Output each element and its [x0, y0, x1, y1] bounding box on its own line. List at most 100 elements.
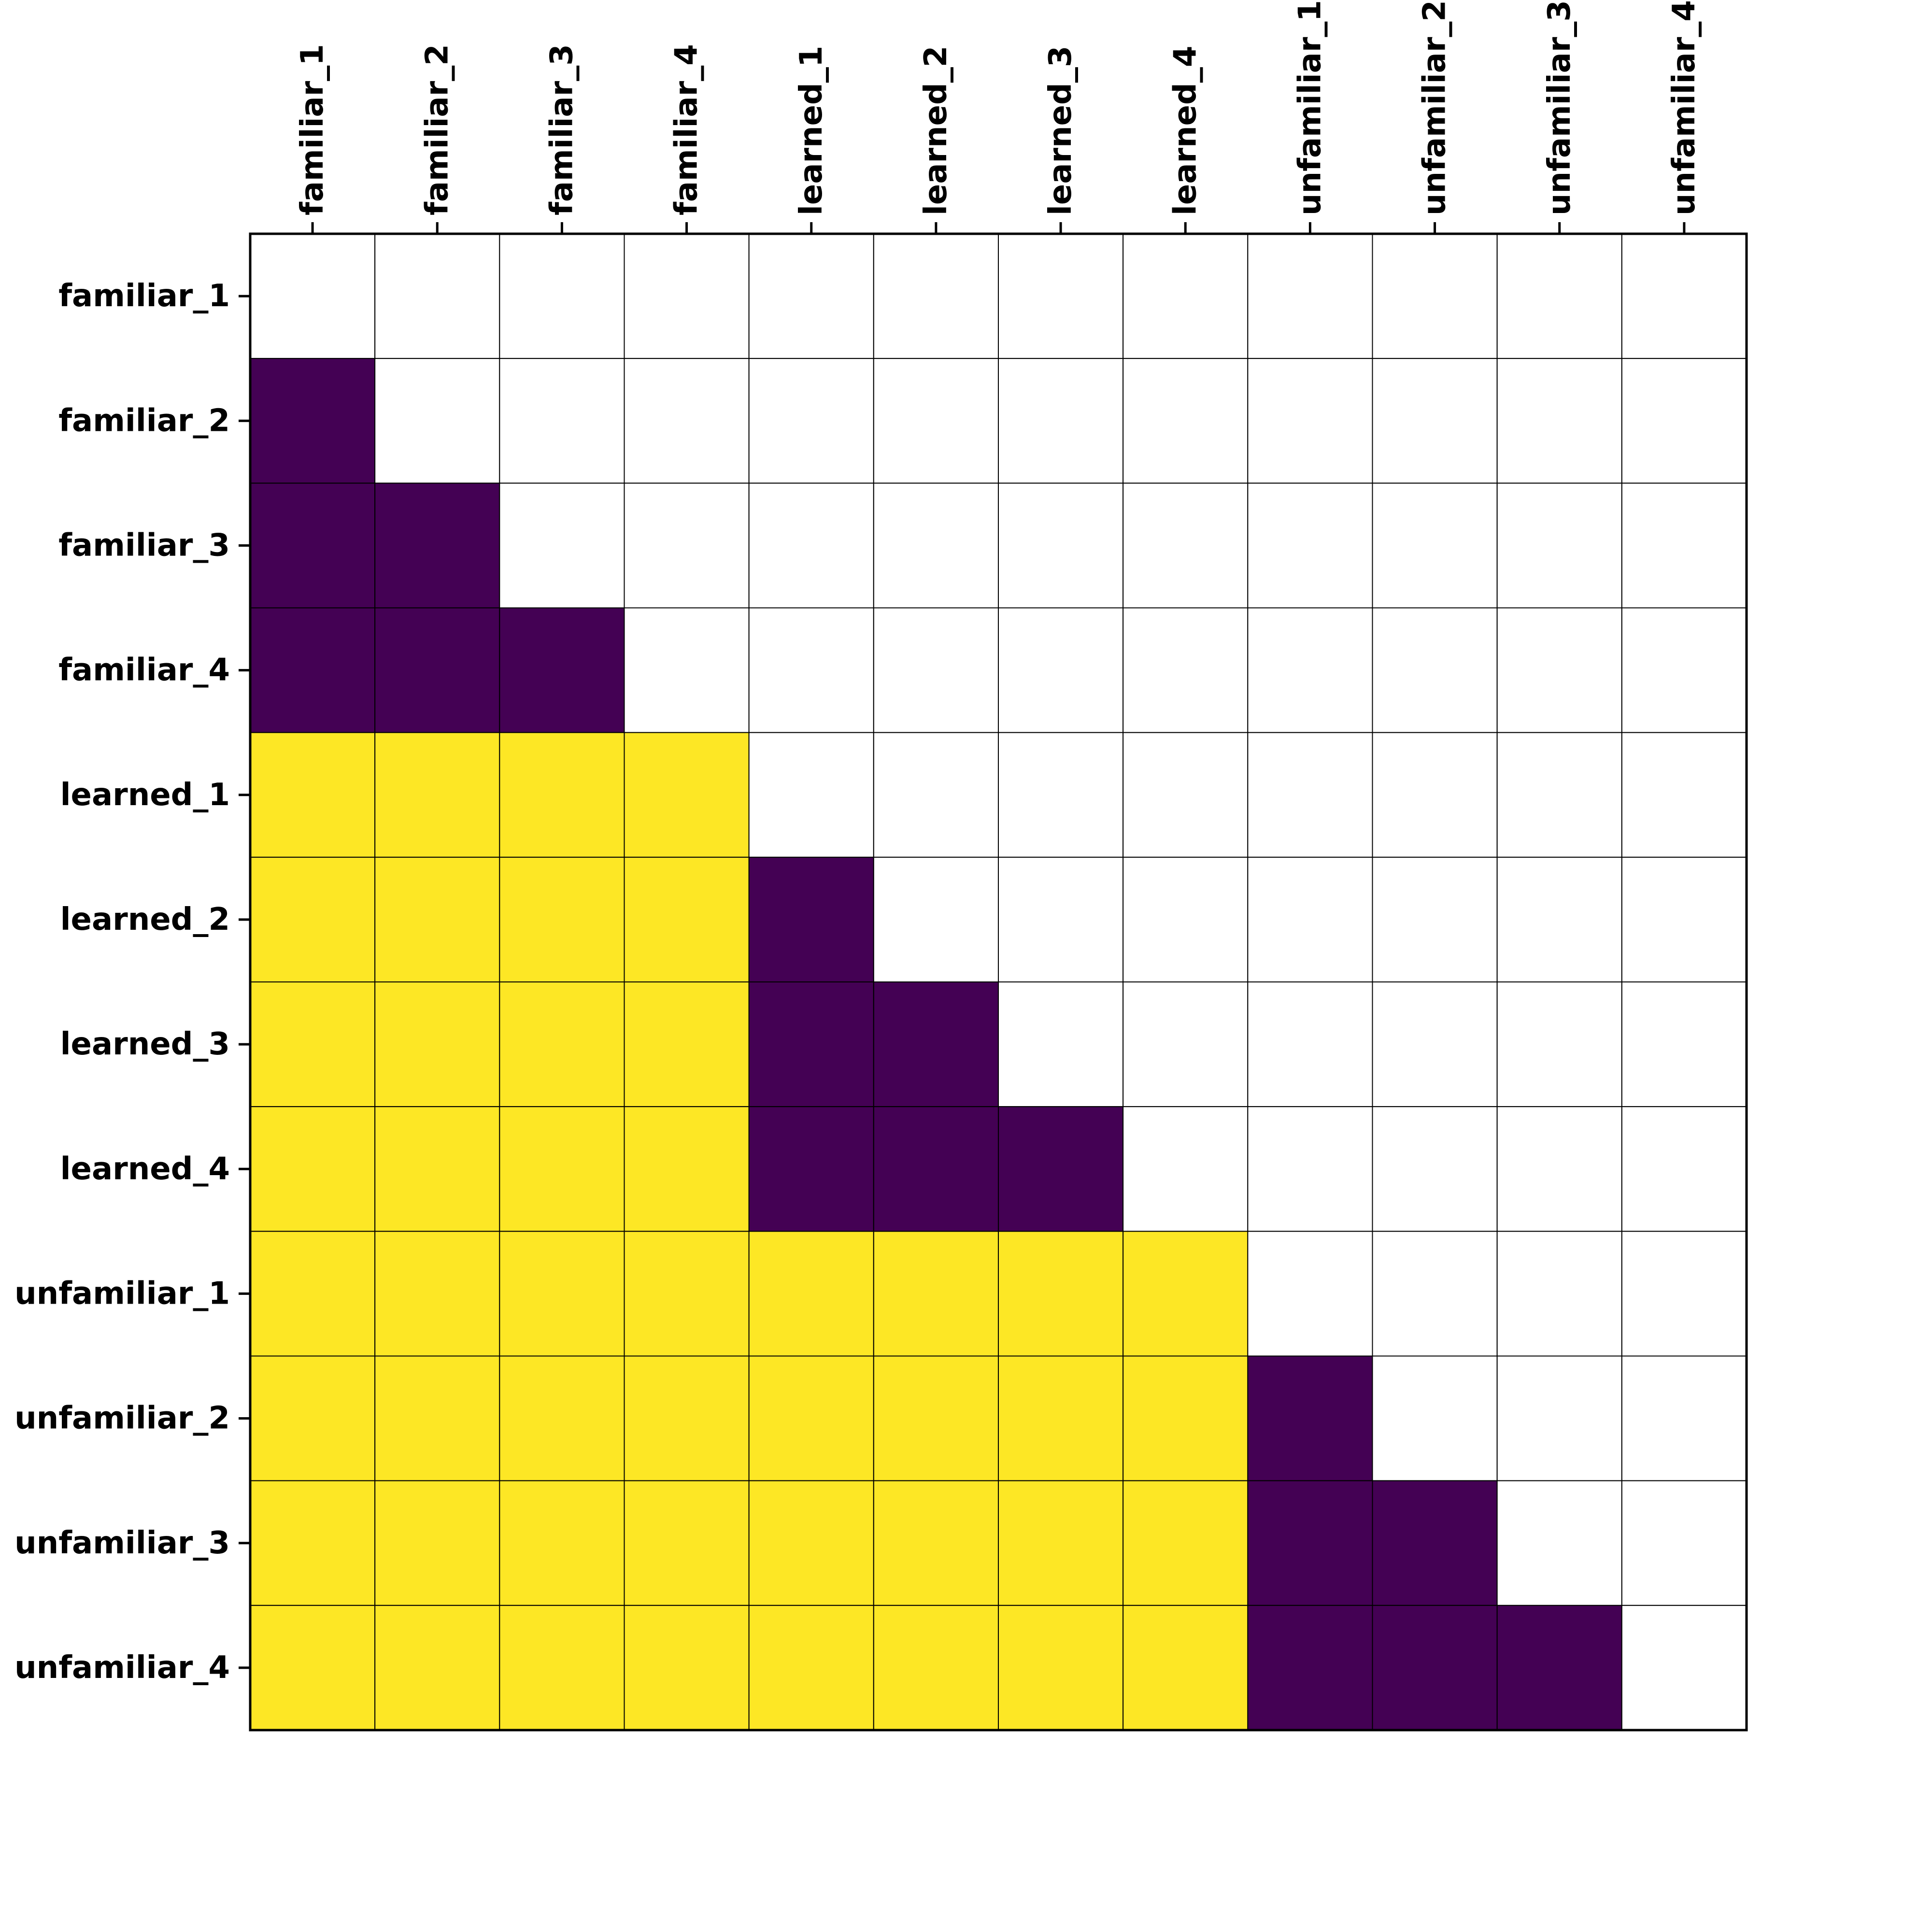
heatmap-cell-unfamiliar_1-familiar_4	[624, 1231, 750, 1357]
heatmap-cell-familiar_2-learned_2	[873, 358, 999, 484]
heatmap-cell-familiar_1-familiar_4	[624, 233, 750, 359]
heatmap-cell-unfamiliar_3-unfamiliar_4	[1621, 1480, 1747, 1606]
heatmap-cell-unfamiliar_2-familiar_3	[499, 1355, 625, 1481]
heatmap-cell-familiar_2-unfamiliar_1	[1247, 358, 1373, 484]
heatmap-cell-learned_1-familiar_3	[499, 732, 625, 858]
heatmap-cell-unfamiliar_3-learned_1	[748, 1480, 874, 1606]
heatmap-cell-familiar_4-learned_1	[748, 607, 874, 733]
heatmap-cell-learned_4-familiar_4	[624, 1106, 750, 1232]
heatmap-cell-learned_2-unfamiliar_2	[1372, 856, 1498, 983]
heatmap-cell-familiar_1-learned_1	[748, 233, 874, 359]
heatmap-cell-familiar_1-unfamiliar_2	[1372, 233, 1498, 359]
heatmap-cell-learned_3-familiar_2	[374, 981, 500, 1108]
heatmap-cell-familiar_2-unfamiliar_2	[1372, 358, 1498, 484]
y-tick-label: unfamiliar_4	[14, 1650, 230, 1686]
heatmap-cell-unfamiliar_4-familiar_4	[624, 1605, 750, 1731]
heatmap-cell-familiar_3-learned_1	[748, 483, 874, 609]
heatmap-cell-unfamiliar_3-familiar_1	[250, 1480, 376, 1606]
heatmap-cell-learned_3-unfamiliar_3	[1496, 981, 1622, 1108]
heatmap-cell-learned_1-unfamiliar_4	[1621, 732, 1747, 858]
heatmap-cell-unfamiliar_1-unfamiliar_1	[1247, 1231, 1373, 1357]
heatmap-cell-unfamiliar_1-unfamiliar_2	[1372, 1231, 1498, 1357]
heatmap-cell-unfamiliar_4-familiar_3	[499, 1605, 625, 1731]
heatmap-cell-unfamiliar_2-learned_1	[748, 1355, 874, 1481]
x-tick-label: learned_1	[794, 46, 829, 215]
heatmap-cell-unfamiliar_4-familiar_2	[374, 1605, 500, 1731]
heatmap-cell-learned_2-learned_1	[748, 856, 874, 983]
heatmap-cell-unfamiliar_3-learned_2	[873, 1480, 999, 1606]
heatmap-cell-learned_3-familiar_4	[624, 981, 750, 1108]
heatmap-cell-unfamiliar_4-learned_1	[748, 1605, 874, 1731]
heatmap-cell-familiar_3-learned_2	[873, 483, 999, 609]
heatmap-cell-unfamiliar_2-familiar_4	[624, 1355, 750, 1481]
heatmap-cell-unfamiliar_4-familiar_1	[250, 1605, 376, 1731]
x-tick-label: learned_4	[1167, 46, 1203, 215]
x-tick-label: learned_3	[1043, 46, 1079, 215]
heatmap-cell-learned_4-unfamiliar_3	[1496, 1106, 1622, 1232]
x-axis-ticks: familiar_1 familiar_2 familiar_3 familiar_4…	[295, 0, 1702, 234]
heatmap-cell-learned_2-familiar_2	[374, 856, 500, 983]
heatmap-cell-unfamiliar_1-unfamiliar_3	[1496, 1231, 1622, 1357]
heatmap-cell-unfamiliar_1-learned_1	[748, 1231, 874, 1357]
heatmap-cell-learned_1-learned_4	[1122, 732, 1249, 858]
heatmap-cell-familiar_2-familiar_4	[624, 358, 750, 484]
heatmap-cell-familiar_4-familiar_3	[499, 607, 625, 733]
heatmap-cell-learned_1-unfamiliar_2	[1372, 732, 1498, 858]
x-tick-label: familiar_2	[419, 44, 455, 215]
heatmap-cell-unfamiliar_3-learned_4	[1122, 1480, 1249, 1606]
heatmap-cell-familiar_4-unfamiliar_2	[1372, 607, 1498, 733]
heatmap-cell-learned_1-familiar_4	[624, 732, 750, 858]
heatmap-cell-learned_1-familiar_2	[374, 732, 500, 858]
heatmap-cell-familiar_3-unfamiliar_2	[1372, 483, 1498, 609]
heatmap-cell-unfamiliar_3-familiar_4	[624, 1480, 750, 1606]
y-tick-label: unfamiliar_1	[14, 1276, 230, 1311]
heatmap-cell-familiar_2-learned_3	[998, 358, 1124, 484]
heatmap-cell-unfamiliar_4-unfamiliar_4	[1621, 1605, 1747, 1731]
heatmap-cell-learned_3-learned_1	[748, 981, 874, 1108]
heatmap-cell-learned_2-unfamiliar_4	[1621, 856, 1747, 983]
heatmap-cell-familiar_4-unfamiliar_1	[1247, 607, 1373, 733]
y-axis-ticks: familiar_1 familiar_2 familiar_3 familiar_4…	[14, 278, 250, 1686]
heatmap-cell-unfamiliar_3-unfamiliar_2	[1372, 1480, 1498, 1606]
y-tick-label: familiar_3	[58, 527, 230, 563]
heatmap-cell-familiar_3-unfamiliar_3	[1496, 483, 1622, 609]
heatmap-cell-learned_2-unfamiliar_1	[1247, 856, 1373, 983]
heatmap-cell-learned_2-learned_4	[1122, 856, 1249, 983]
heatmap-cell-familiar_4-familiar_2	[374, 607, 500, 733]
x-tick-label: familiar_4	[669, 44, 705, 215]
heatmap-cell-familiar_1-unfamiliar_4	[1621, 233, 1747, 359]
heatmap-cell-unfamiliar_2-learned_3	[998, 1355, 1124, 1481]
x-tick-label: familiar_1	[295, 44, 330, 215]
heatmap-cell-unfamiliar_1-learned_3	[998, 1231, 1124, 1357]
x-tick-label: unfamiliar_1	[1292, 0, 1328, 215]
plot-frame	[249, 232, 1748, 1732]
y-tick-label: learned_1	[60, 777, 230, 813]
heatmap-cell-familiar_1-familiar_2	[374, 233, 500, 359]
heatmap-cell-unfamiliar_4-learned_4	[1122, 1605, 1249, 1731]
heatmap-cell-familiar_2-familiar_2	[374, 358, 500, 484]
heatmap-cell-familiar_3-familiar_1	[250, 483, 376, 609]
heatmap-cell-learned_1-unfamiliar_1	[1247, 732, 1373, 858]
heatmap-cell-unfamiliar_4-learned_2	[873, 1605, 999, 1731]
heatmap-cell-familiar_1-unfamiliar_1	[1247, 233, 1373, 359]
heatmap-cell-learned_3-learned_4	[1122, 981, 1249, 1108]
heatmap-cell-learned_4-unfamiliar_1	[1247, 1106, 1373, 1232]
heatmap-cell-learned_4-unfamiliar_2	[1372, 1106, 1498, 1232]
heatmap-cell-unfamiliar_2-unfamiliar_4	[1621, 1355, 1747, 1481]
heatmap-cell-familiar_1-learned_4	[1122, 233, 1249, 359]
heatmap-cell-unfamiliar_3-learned_3	[998, 1480, 1124, 1606]
y-tick-label: unfamiliar_3	[14, 1525, 230, 1561]
heatmap-cell-learned_4-familiar_1	[250, 1106, 376, 1232]
heatmap-cell-learned_1-familiar_1	[250, 732, 376, 858]
x-tick-label: unfamiliar_2	[1417, 0, 1453, 215]
heatmap-cell-familiar_2-familiar_1	[250, 358, 376, 484]
heatmap-cell-unfamiliar_2-unfamiliar_1	[1247, 1355, 1373, 1481]
x-tick-label: familiar_3	[544, 44, 580, 215]
y-tick-label: familiar_1	[58, 278, 230, 314]
heatmap-cell-learned_2-learned_3	[998, 856, 1124, 983]
heatmap-cell-learned_3-familiar_1	[250, 981, 376, 1108]
heatmap-cell-unfamiliar_2-unfamiliar_3	[1496, 1355, 1622, 1481]
heatmap-cell-familiar_3-familiar_3	[499, 483, 625, 609]
heatmap-cell-familiar_3-unfamiliar_4	[1621, 483, 1747, 609]
